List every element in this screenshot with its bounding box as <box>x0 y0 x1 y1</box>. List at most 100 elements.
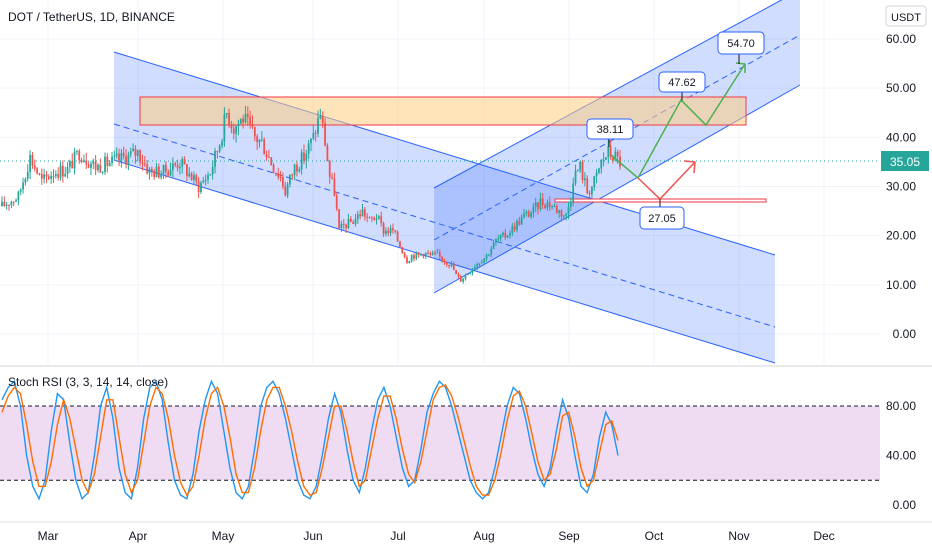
candle-body[interactable] <box>83 160 85 163</box>
candle-body[interactable] <box>495 239 497 243</box>
candle-body[interactable] <box>385 230 387 234</box>
candle-body[interactable] <box>553 205 556 207</box>
candle-body[interactable] <box>186 164 188 177</box>
candle-body[interactable] <box>541 198 544 205</box>
candle-body[interactable] <box>504 232 507 238</box>
candle-body[interactable] <box>153 171 156 178</box>
candle-body[interactable] <box>429 253 432 255</box>
candle-body[interactable] <box>286 184 289 196</box>
candle-body[interactable] <box>99 164 102 173</box>
candle-body[interactable] <box>403 253 406 258</box>
stoch-rsi-pane[interactable]: Stoch RSI (3, 3, 14, 14, close) <box>0 375 880 501</box>
candle-body[interactable] <box>87 164 90 168</box>
candle-body[interactable] <box>150 168 153 172</box>
candle-body[interactable] <box>218 145 221 152</box>
candle-body[interactable] <box>221 141 223 146</box>
candle-body[interactable] <box>5 204 8 206</box>
candle-body[interactable] <box>101 172 104 174</box>
candle-body[interactable] <box>10 201 13 206</box>
candle-body[interactable] <box>183 158 186 165</box>
candle-body[interactable] <box>181 158 184 167</box>
candle-body[interactable] <box>539 198 542 209</box>
candle-body[interactable] <box>586 178 589 194</box>
candle-body[interactable] <box>583 178 586 181</box>
candle-body[interactable] <box>462 278 465 282</box>
candle-body[interactable] <box>265 154 268 157</box>
candle-body[interactable] <box>90 163 92 168</box>
candle-body[interactable] <box>148 168 151 174</box>
candle-body[interactable] <box>312 132 315 139</box>
candle-body[interactable] <box>525 211 528 214</box>
candle-body[interactable] <box>399 241 401 248</box>
candles[interactable] <box>1 105 621 284</box>
candle-body[interactable] <box>532 206 535 213</box>
candle-body[interactable] <box>450 263 453 267</box>
candle-body[interactable] <box>605 157 607 160</box>
candle-body[interactable] <box>560 210 563 217</box>
candle-body[interactable] <box>328 161 331 178</box>
candle-body[interactable] <box>614 151 617 161</box>
candle-body[interactable] <box>274 172 277 174</box>
candle-body[interactable] <box>422 254 425 257</box>
resistance-zone[interactable] <box>139 96 747 126</box>
candle-body[interactable] <box>562 215 565 217</box>
candle-body[interactable] <box>354 219 357 224</box>
candle-body[interactable] <box>146 164 149 174</box>
price-axis[interactable]: 60.00 50.00 40.00 30.00 20.00 10.00 0.00 <box>886 32 916 341</box>
candle-body[interactable] <box>349 218 352 222</box>
candle-body[interactable] <box>106 156 109 166</box>
candle-body[interactable] <box>246 113 249 118</box>
candle-body[interactable] <box>511 226 514 234</box>
candle-body[interactable] <box>298 169 301 172</box>
candle-body[interactable] <box>120 152 123 161</box>
candle-body[interactable] <box>76 150 78 152</box>
candle-body[interactable] <box>38 173 41 175</box>
candle-body[interactable] <box>1 201 3 207</box>
candle-body[interactable] <box>307 143 310 154</box>
candle-body[interactable] <box>368 217 371 219</box>
candle-body[interactable] <box>417 252 420 255</box>
candle-body[interactable] <box>396 231 399 242</box>
candle-body[interactable] <box>17 191 20 201</box>
candle-body[interactable] <box>410 255 413 262</box>
callout-54-70[interactable]: 54.70 <box>717 31 765 64</box>
candle-body[interactable] <box>502 232 504 235</box>
candle-body[interactable] <box>424 252 427 257</box>
callout-38-11[interactable]: 38.11 <box>586 118 634 147</box>
candle-body[interactable] <box>488 254 490 256</box>
candle-body[interactable] <box>471 269 474 273</box>
candle-body[interactable] <box>492 242 495 250</box>
candle-body[interactable] <box>284 186 287 196</box>
candle-body[interactable] <box>569 201 572 207</box>
candle-body[interactable] <box>204 179 207 181</box>
candle-body[interactable] <box>19 189 22 192</box>
candle-body[interactable] <box>92 161 95 164</box>
candle-body[interactable] <box>438 252 441 257</box>
candle-body[interactable] <box>207 175 209 180</box>
candle-body[interactable] <box>8 204 10 206</box>
candle-body[interactable] <box>164 164 167 172</box>
candle-body[interactable] <box>497 238 500 240</box>
candle-body[interactable] <box>436 252 439 254</box>
candle-body[interactable] <box>71 161 74 169</box>
candle-body[interactable] <box>36 168 39 174</box>
candle-body[interactable] <box>401 247 404 254</box>
candle-body[interactable] <box>314 132 317 134</box>
price-pane[interactable]: 38.11 47.62 54.70 27.05 DOT / TetherUS, … <box>0 0 880 520</box>
candle-body[interactable] <box>361 209 364 217</box>
candle-body[interactable] <box>134 148 137 157</box>
candle-body[interactable] <box>272 164 275 173</box>
candle-body[interactable] <box>115 153 118 156</box>
candle-body[interactable] <box>52 175 55 177</box>
candle-body[interactable] <box>373 217 376 220</box>
candle-body[interactable] <box>162 164 165 174</box>
candle-body[interactable] <box>457 274 460 277</box>
candle-body[interactable] <box>513 226 516 230</box>
candle-body[interactable] <box>160 173 163 178</box>
candle-body[interactable] <box>448 264 451 267</box>
candle-body[interactable] <box>537 202 539 209</box>
candle-body[interactable] <box>567 206 570 215</box>
candle-body[interactable] <box>59 165 62 178</box>
candle-body[interactable] <box>506 235 509 238</box>
